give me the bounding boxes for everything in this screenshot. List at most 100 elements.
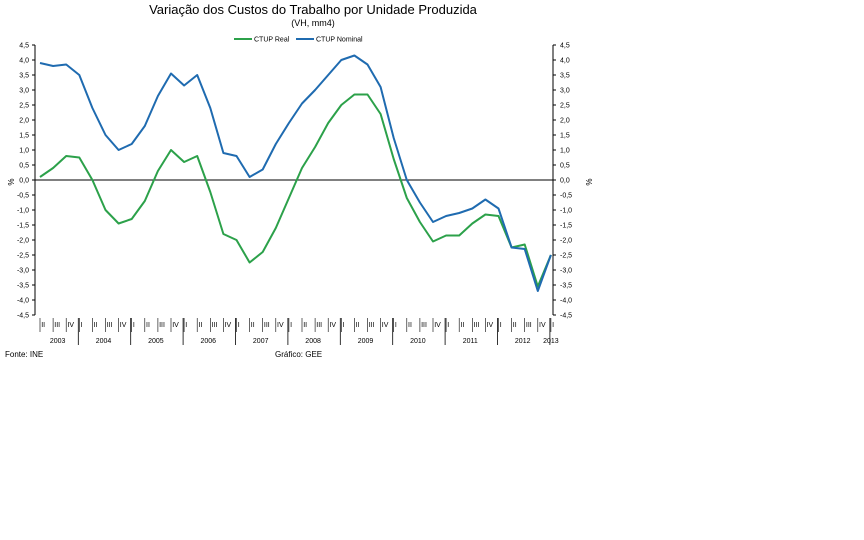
quarter-label: II xyxy=(513,322,517,329)
y-tick-label-left: 4,0 xyxy=(19,58,29,65)
legend: CTUP Real CTUP Nominal xyxy=(234,37,363,44)
y-tick-label-left: -1,0 xyxy=(17,208,29,215)
series-line-ctup-real xyxy=(39,93,552,288)
quarter-label: I xyxy=(238,322,240,329)
y-tick-label-right: 2,5 xyxy=(560,103,570,110)
quarter-label: I xyxy=(500,322,502,329)
quarter-label: I xyxy=(447,322,449,329)
y-axis-label-left: % xyxy=(6,178,15,185)
quarter-label: III xyxy=(421,322,427,329)
chart-subtitle: (VH, mm4) xyxy=(291,18,335,28)
y-tick-label-left: 4,5 xyxy=(19,43,29,50)
y-tick-label-right: 1,0 xyxy=(560,148,570,155)
y-tick-label-left: 2,5 xyxy=(19,103,29,110)
quarter-label: II xyxy=(303,322,307,329)
chart-title: Variação dos Custos do Trabalho por Unid… xyxy=(149,2,478,17)
y-tick-label-right: -1,5 xyxy=(560,223,572,230)
chart-credit: Gráfico: GEE xyxy=(275,350,322,359)
quarter-label: II xyxy=(408,322,412,329)
quarter-label: IV xyxy=(329,322,336,329)
y-tick-label-left: 1,0 xyxy=(19,148,29,155)
quarter-label: III xyxy=(316,322,322,329)
y-tick-label-left: 1,5 xyxy=(19,133,29,140)
quarter-label: III xyxy=(474,322,480,329)
quarter-label: II xyxy=(251,322,255,329)
y-tick-label-right: -2,0 xyxy=(560,238,572,245)
quarter-label: I xyxy=(81,322,83,329)
y-tick-label-right: 4,0 xyxy=(560,58,570,65)
legend-label: CTUP Nominal xyxy=(316,37,363,44)
y-tick-label-right: -0,5 xyxy=(560,193,572,200)
year-label: 2010 xyxy=(410,338,426,345)
y-tick-label-left: 3,5 xyxy=(19,73,29,80)
quarter-label: II xyxy=(198,322,202,329)
y-tick-label-left: -3,0 xyxy=(17,268,29,275)
year-label: 2012 xyxy=(515,338,531,345)
year-label: 2005 xyxy=(148,338,164,345)
quarter-label: III xyxy=(159,322,165,329)
y-tick-label-left: -0,5 xyxy=(17,193,29,200)
quarter-label: II xyxy=(460,322,464,329)
quarter-label: III xyxy=(107,322,113,329)
quarter-label: IV xyxy=(277,322,284,329)
series-lines xyxy=(39,54,552,292)
quarter-label: II xyxy=(356,322,360,329)
quarter-label: IV xyxy=(434,322,441,329)
quarter-label: I xyxy=(185,322,187,329)
quarter-label: II xyxy=(146,322,150,329)
quarter-label: III xyxy=(212,322,218,329)
y-tick-label-left: -1,5 xyxy=(17,223,29,230)
y-tick-label-right: -3,0 xyxy=(560,268,572,275)
y-tick-label-right: -3,5 xyxy=(560,283,572,290)
y-tick-label-left: 2,0 xyxy=(19,118,29,125)
quarter-label: IV xyxy=(120,322,127,329)
y-tick-label-left: -4,5 xyxy=(17,313,29,320)
quarter-label: III xyxy=(54,322,60,329)
series-line-ctup-nominal xyxy=(39,54,552,292)
y-tick-label-right: 4,5 xyxy=(560,43,570,50)
y-tick-label-right: -2,5 xyxy=(560,253,572,260)
y-tick-label-right: 2,0 xyxy=(560,118,570,125)
legend-label: CTUP Real xyxy=(254,37,290,44)
y-tick-label-left: 0,5 xyxy=(19,163,29,170)
quarter-label: I xyxy=(395,322,397,329)
y-tick-label-left: -2,0 xyxy=(17,238,29,245)
y-tick-label-right: -4,5 xyxy=(560,313,572,320)
quarter-label: I xyxy=(552,322,554,329)
y-tick-label-left: -4,0 xyxy=(17,298,29,305)
y-axis-label-right: % xyxy=(584,178,593,185)
y-tick-label-right: -4,0 xyxy=(560,298,572,305)
quarter-label: IV xyxy=(67,322,74,329)
year-label: 2008 xyxy=(305,338,321,345)
quarter-label: IV xyxy=(225,322,232,329)
y-tick-label-right: 0,0 xyxy=(560,178,570,185)
y-axis-left: 4,5 4,0 3,5 3,0 2,5 2,0 1,5 1,0 0,5 0,0 -0,5 -1,0 -1… xyxy=(17,43,35,320)
y-tick-label-right: 3,5 xyxy=(560,73,570,80)
year-label: 2007 xyxy=(253,338,269,345)
year-label: 2011 xyxy=(463,338,478,345)
axes xyxy=(34,45,554,315)
y-axis-right: 4,5 4,0 3,5 3,0 2,5 2,0 1,5 1,0 0,5 0,0 -0,5 -1,0 -1… xyxy=(553,43,572,320)
quarter-label: IV xyxy=(382,322,389,329)
quarter-label: III xyxy=(369,322,375,329)
y-tick-label-left: 0,0 xyxy=(19,178,29,185)
quarter-label: IV xyxy=(539,322,546,329)
quarter-label: IV xyxy=(172,322,179,329)
year-label: 2003 xyxy=(50,338,66,345)
quarter-label: I xyxy=(343,322,345,329)
source-note: Fonte: INE xyxy=(5,350,43,359)
quarter-label: II xyxy=(94,322,98,329)
year-label: 2013 xyxy=(543,338,559,345)
quarter-label: III xyxy=(526,322,532,329)
quarter-label: III xyxy=(264,322,270,329)
year-label: 2004 xyxy=(96,338,112,345)
y-tick-label-right: 1,5 xyxy=(560,133,570,140)
y-tick-label-left: -3,5 xyxy=(17,283,29,290)
y-tick-label-left: -2,5 xyxy=(17,253,29,260)
y-tick-label-left: 3,0 xyxy=(19,88,29,95)
y-tick-label-right: -1,0 xyxy=(560,208,572,215)
quarter-label: IV xyxy=(487,322,494,329)
year-label: 2006 xyxy=(201,338,217,345)
quarter-label: I xyxy=(133,322,135,329)
